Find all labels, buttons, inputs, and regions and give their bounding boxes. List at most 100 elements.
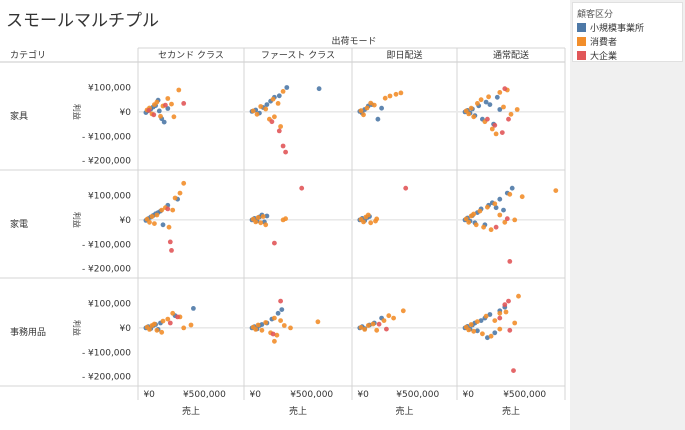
data-point [263, 222, 269, 228]
data-point [487, 102, 493, 107]
data-point [376, 321, 382, 327]
data-point [169, 248, 174, 253]
data-point [258, 220, 264, 226]
row-header-title: カテゴリ [10, 49, 46, 61]
data-point [278, 318, 283, 323]
data-point [487, 312, 493, 317]
data-point [493, 131, 499, 137]
data-point [499, 130, 505, 136]
y-axis-label: 利益 [72, 104, 82, 120]
data-point [468, 105, 474, 111]
data-point [486, 94, 491, 100]
data-point [278, 298, 283, 304]
data-point [278, 124, 283, 129]
data-point [507, 191, 513, 197]
data-point [403, 185, 409, 191]
data-point [483, 313, 489, 319]
data-point [374, 327, 380, 333]
data-point [259, 327, 265, 333]
y-tick-label: ¥0 [120, 216, 132, 226]
data-point [497, 326, 503, 332]
data-point [477, 208, 483, 214]
data-point [152, 221, 157, 227]
data-point [254, 111, 260, 117]
x-tick-label: ¥500,000 [183, 390, 226, 400]
data-point [272, 240, 277, 246]
data-point [481, 224, 486, 230]
data-point [553, 188, 559, 194]
data-point [159, 207, 165, 213]
data-point [365, 323, 371, 328]
data-point [280, 89, 286, 94]
page-title: スモールマルチプル [6, 11, 159, 31]
data-point [167, 239, 173, 245]
data-point [492, 330, 498, 336]
data-point [506, 116, 511, 122]
data-point [152, 321, 157, 327]
y-tick-label: - ¥100,000 [82, 132, 131, 142]
data-point [501, 104, 506, 110]
data-point [170, 310, 176, 316]
data-point [471, 114, 477, 120]
data-point [379, 105, 384, 111]
data-point [512, 320, 518, 326]
data-point [264, 102, 270, 107]
data-point [365, 212, 371, 218]
data-point [475, 319, 480, 324]
data-point [516, 293, 521, 299]
data-point [507, 259, 513, 264]
data-point [488, 333, 494, 339]
data-point [250, 108, 256, 114]
row-label: 家具 [10, 110, 28, 122]
data-point [471, 211, 477, 217]
data-point [156, 108, 162, 114]
data-point [485, 116, 490, 122]
data-point [276, 93, 282, 99]
column-header: 通常配送 [493, 49, 529, 61]
data-point [480, 331, 485, 337]
x-tick-label: ¥0 [143, 390, 155, 400]
data-point [473, 222, 479, 228]
data-point [272, 338, 277, 344]
data-point [504, 216, 510, 222]
x-tick-label: ¥0 [462, 390, 474, 400]
data-point [146, 108, 152, 113]
data-point [497, 315, 503, 321]
data-point [160, 222, 166, 228]
data-point [165, 106, 171, 111]
legend-item-corporate[interactable]: 大企業 [577, 49, 618, 62]
data-point [280, 143, 286, 149]
data-point [400, 308, 406, 314]
y-axis-label: 利益 [72, 212, 82, 228]
data-point [172, 195, 178, 201]
data-point [362, 327, 368, 332]
data-point [255, 215, 261, 220]
data-point [269, 119, 275, 125]
data-point [316, 86, 322, 92]
data-point [177, 190, 183, 196]
x-tick-label: ¥500,000 [290, 390, 333, 400]
data-point [398, 90, 404, 96]
legend-item-consumer[interactable]: 消費者 [577, 35, 617, 48]
data-point [393, 91, 399, 97]
legend-item-small-business[interactable]: 小規模事業所 [577, 21, 645, 34]
x-tick-label: ¥500,000 [503, 390, 546, 400]
data-point [497, 212, 503, 218]
data-point [165, 206, 171, 212]
legend-label: 小規模事業所 [590, 24, 645, 34]
data-point [272, 114, 277, 120]
data-point [391, 315, 396, 321]
row-label: 事務用品 [10, 326, 46, 338]
data-point [272, 315, 277, 321]
data-point [154, 99, 160, 105]
data-point [165, 96, 171, 101]
data-point [181, 101, 187, 106]
data-point [175, 314, 181, 320]
x-axis-label: 売上 [289, 405, 307, 417]
data-point [382, 95, 388, 101]
y-tick-label: ¥0 [120, 324, 132, 334]
data-point [361, 112, 366, 118]
legend-label: 大企業 [590, 52, 618, 62]
data-point [160, 318, 166, 324]
data-point [154, 212, 160, 218]
